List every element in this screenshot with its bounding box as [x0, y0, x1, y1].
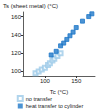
svg-text:140: 140 [11, 32, 22, 38]
svg-text:120: 120 [11, 50, 22, 56]
svg-text:Tc (°C): Tc (°C) [50, 89, 68, 95]
svg-text:Ts (sheet metal) (°C): Ts (sheet metal) (°C) [3, 3, 58, 9]
svg-text:100: 100 [40, 78, 51, 84]
svg-text:no transfer: no transfer [26, 96, 52, 102]
svg-text:160: 160 [11, 14, 22, 20]
svg-text:100: 100 [11, 68, 22, 74]
svg-text:150: 150 [71, 78, 82, 84]
svg-text:heat transfer to cylinder: heat transfer to cylinder [26, 103, 84, 109]
